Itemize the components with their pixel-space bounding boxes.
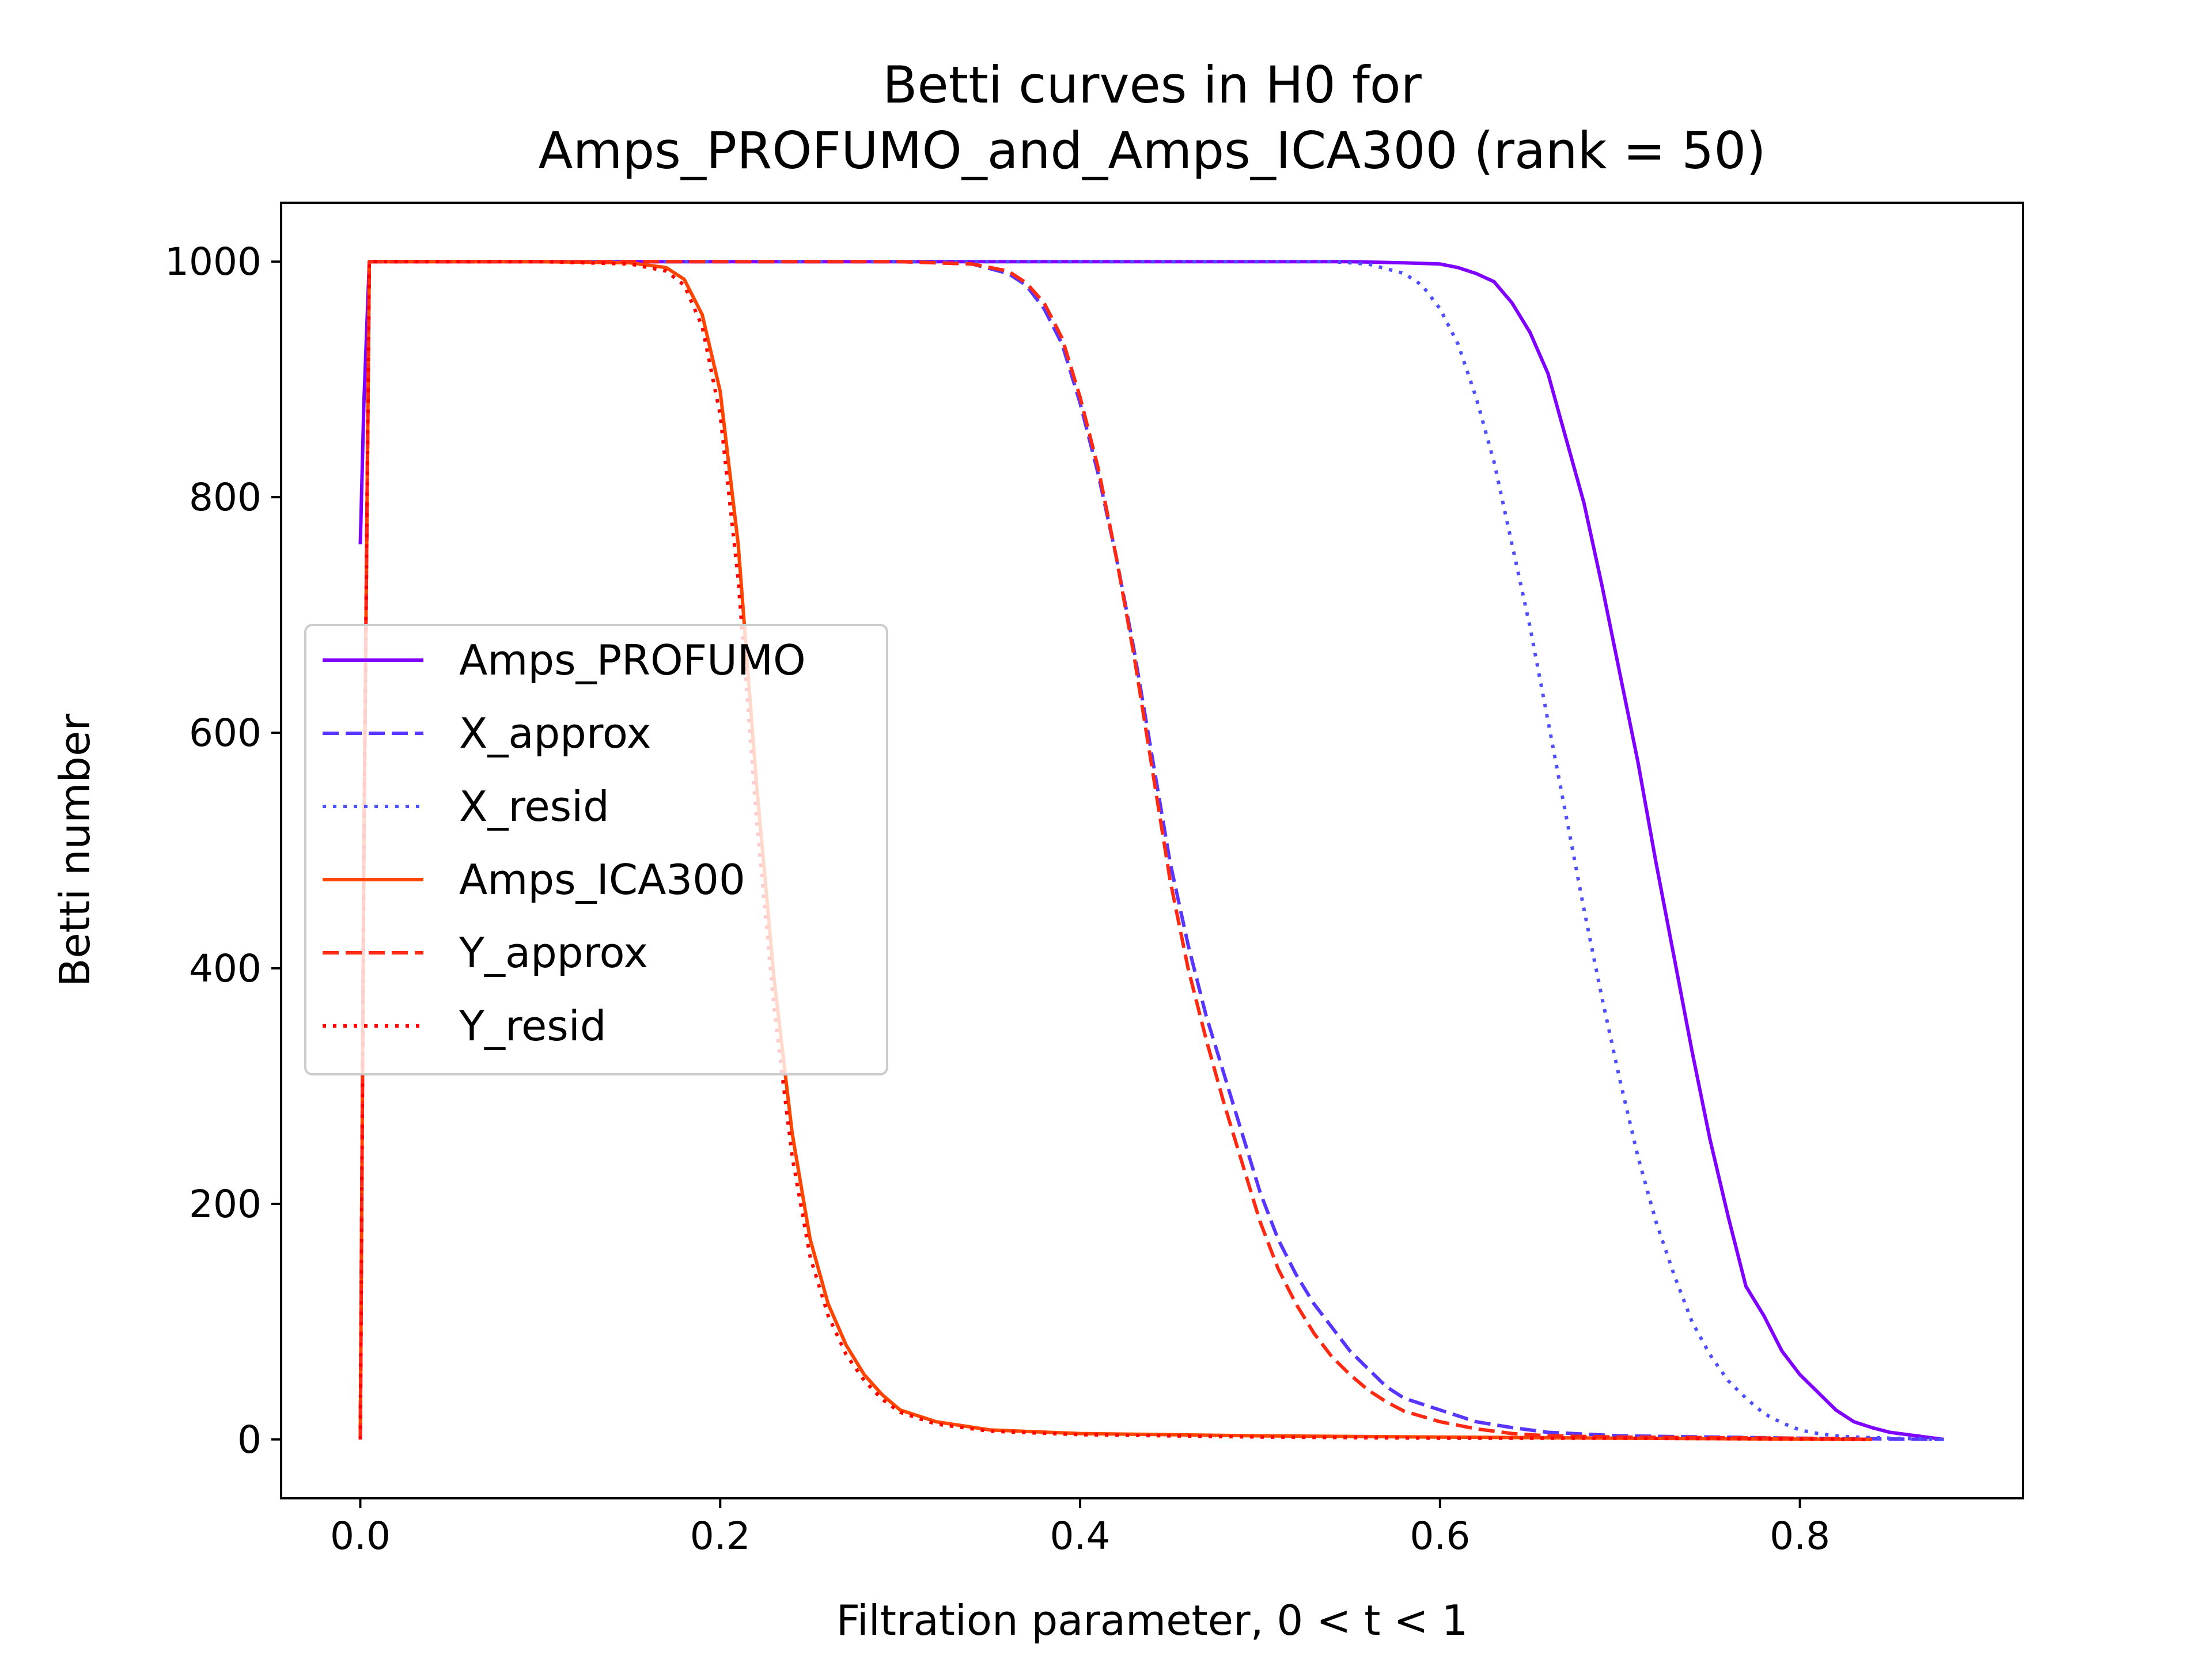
x-tick-label: 0.2 [690,1514,751,1558]
plot-frame [280,202,2024,1499]
series-layer [358,260,1944,1441]
series-line-amps-profumo [358,260,1944,1441]
series-line-y-approx [358,260,1872,1441]
legend-box [304,624,888,1075]
y-axis-label: Betti number [51,714,99,987]
x-axis-label: Filtration parameter, 0 < t < 1 [836,1596,1468,1645]
legend-entry-label: Amps_ICA300 [459,855,745,904]
x-tick-label: 0.4 [1050,1514,1111,1558]
x-tick-label: 0.0 [330,1514,391,1558]
legend-entry-label: Y_approx [459,929,648,977]
legend-entry-label: X_resid [459,782,609,831]
chart-title-line-2: Amps_PROFUMO_and_Amps_ICA300 (rank = 50) [538,121,1766,180]
chart-title-line-1: Betti curves in H0 for [882,55,1422,115]
y-tick-label: 400 [189,946,262,991]
x-tick-label: 0.6 [1410,1514,1470,1558]
y-tick-label: 200 [189,1182,262,1226]
y-axis: 0 200 400 600 800 1000 [165,240,281,1462]
y-tick-label: 0 [237,1418,262,1462]
series-line-y-resid [358,260,1872,1441]
legend: Amps_PROFUMO X_approx X_resid Amps_ICA300 Y_… [304,624,888,1075]
y-tick-label: 1000 [165,240,262,284]
legend-entry-label: X_approx [459,709,651,757]
x-axis: 0.0 0.2 0.4 0.6 0.8 [330,1498,1830,1558]
legend-entry-label: Amps_PROFUMO [459,636,806,684]
series-line-x-resid [358,260,1944,1441]
y-tick-label: 600 [189,711,262,755]
plot-area [280,202,2024,1499]
y-tick-label: 800 [189,475,262,520]
legend-entry-label: Y_resid [459,1002,607,1050]
x-tick-label: 0.8 [1770,1514,1830,1558]
